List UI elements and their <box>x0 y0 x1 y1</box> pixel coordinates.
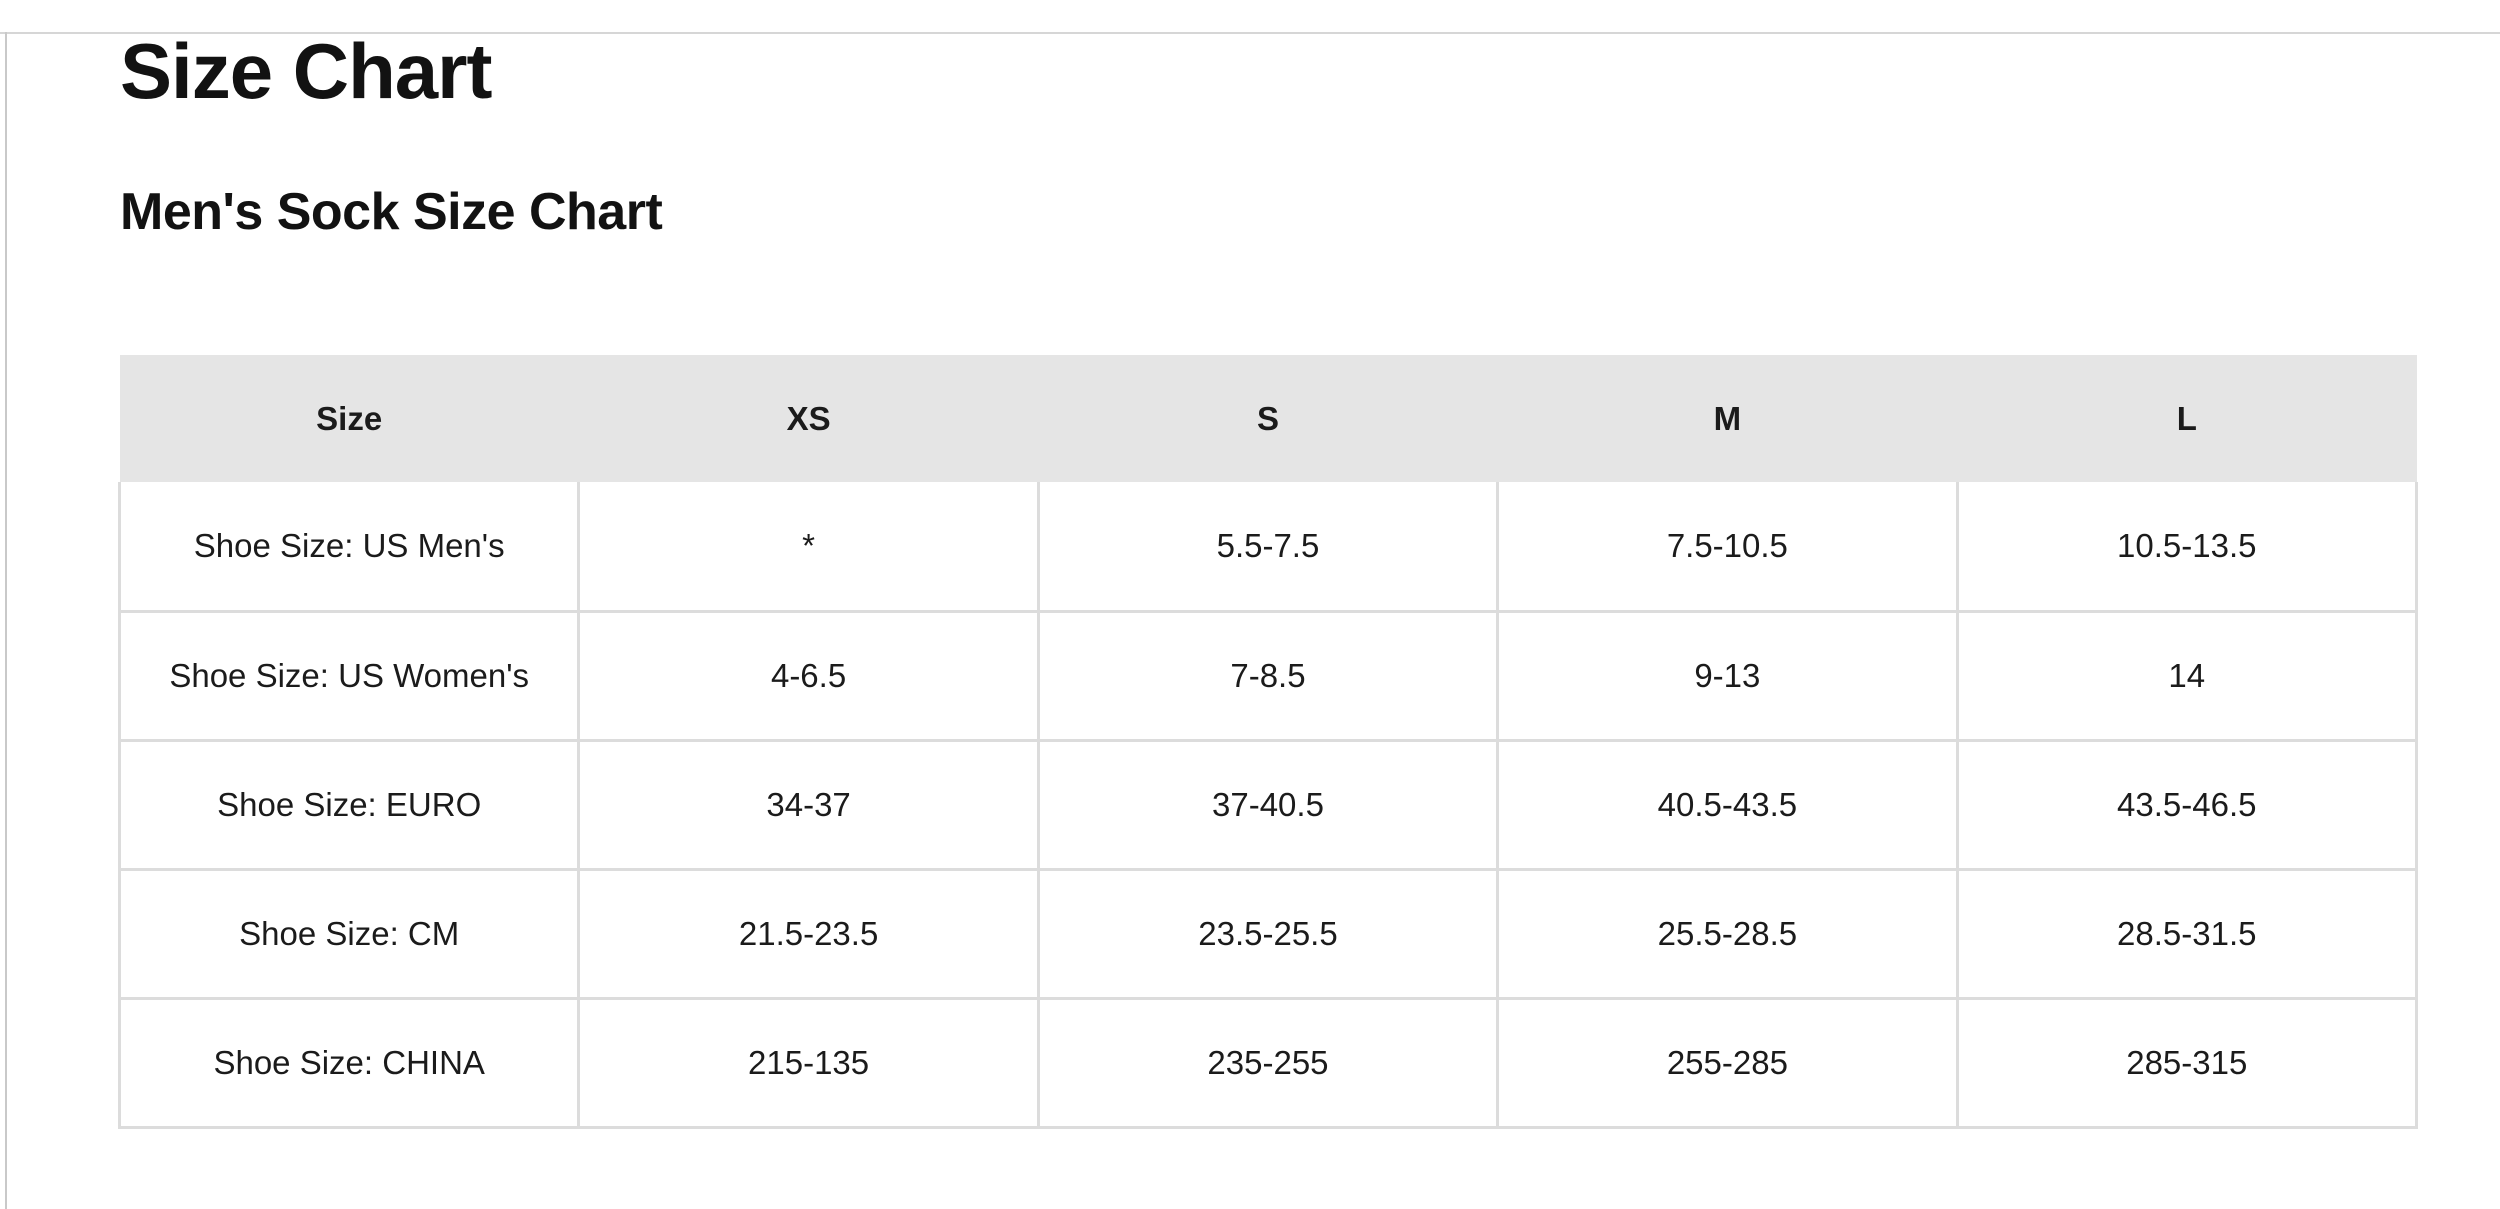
page-title: Size Chart <box>120 27 492 115</box>
page-left-divider <box>5 32 7 1209</box>
size-cell: 37-40.5 <box>1036 738 1500 871</box>
size-cell: 23.5-25.5 <box>1036 867 1500 1000</box>
size-cell: 215-135 <box>577 996 1040 1129</box>
table-row-china: Shoe Size: CHINA 215-135 235-255 255-285… <box>117 996 2419 1129</box>
row-label: Shoe Size: US Women's <box>117 609 581 742</box>
row-label: Shoe Size: EURO <box>117 738 581 871</box>
table-row-us-womens: Shoe Size: US Women's 4-6.5 7-8.5 9-13 1… <box>117 609 2419 742</box>
size-cell: 10.5-13.5 <box>1955 482 2419 613</box>
table-header: Size XS S M L <box>119 355 2417 482</box>
table-row-euro: Shoe Size: EURO 34-37 37-40.5 40.5-43.5 … <box>117 738 2419 871</box>
size-cell: 21.5-23.5 <box>577 867 1040 1000</box>
col-header-s: S <box>1038 355 1498 482</box>
row-label: Shoe Size: CHINA <box>117 996 581 1129</box>
col-header-l: L <box>1957 355 2417 482</box>
size-cell: 40.5-43.5 <box>1496 738 1959 871</box>
size-cell: 34-37 <box>577 738 1040 871</box>
sock-size-table: Size XS S M L Shoe Size: US Men's * 5.5-… <box>117 355 2419 1129</box>
size-cell: 7.5-10.5 <box>1496 482 1959 613</box>
size-cell: 43.5-46.5 <box>1955 738 2419 871</box>
row-label: Shoe Size: US Men's <box>117 482 581 613</box>
size-chart-page: Size Chart Men's Sock Size Chart Size XS… <box>0 32 2500 1129</box>
col-header-xs: XS <box>578 355 1039 482</box>
section-subtitle: Men's Sock Size Chart <box>120 183 663 241</box>
size-cell: 28.5-31.5 <box>1955 867 2419 1000</box>
col-header-size: Size <box>119 355 579 482</box>
col-header-m: M <box>1497 355 1958 482</box>
row-label: Shoe Size: CM <box>117 867 581 1000</box>
size-cell: 9-13 <box>1496 609 1959 742</box>
size-cell: 7-8.5 <box>1036 609 1500 742</box>
table-body: Shoe Size: US Men's * 5.5-7.5 7.5-10.5 1… <box>117 482 2419 1129</box>
size-cell: 4-6.5 <box>577 609 1040 742</box>
size-cell: 14 <box>1955 609 2419 742</box>
size-cell: 255-285 <box>1496 996 1959 1129</box>
size-cell: * <box>577 482 1040 613</box>
size-cell: 25.5-28.5 <box>1496 867 1959 1000</box>
table-header-row: Size XS S M L <box>119 355 2417 482</box>
size-cell: 5.5-7.5 <box>1036 482 1500 613</box>
size-cell: 285-315 <box>1955 996 2419 1129</box>
table-row-cm: Shoe Size: CM 21.5-23.5 23.5-25.5 25.5-2… <box>117 867 2419 1000</box>
table-row-us-mens: Shoe Size: US Men's * 5.5-7.5 7.5-10.5 1… <box>117 482 2419 613</box>
size-cell: 235-255 <box>1036 996 1500 1129</box>
page-top-divider <box>0 32 2500 34</box>
